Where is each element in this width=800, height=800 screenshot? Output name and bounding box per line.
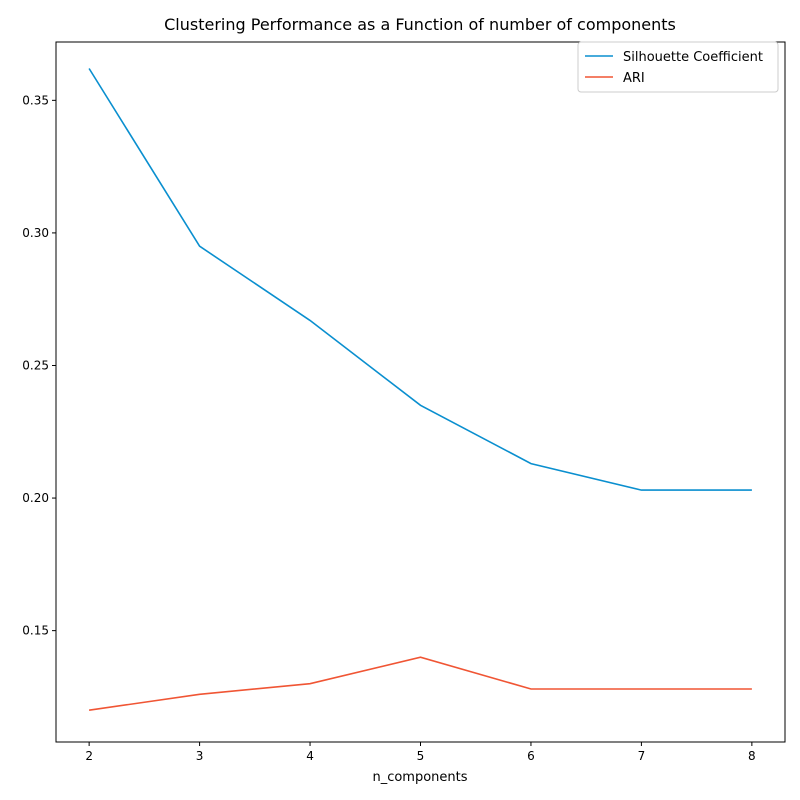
y-axis: 0.15 0.20 0.25 0.30 0.35 bbox=[22, 93, 56, 638]
y-tick-label: 0.30 bbox=[22, 226, 49, 240]
legend: Silhouette Coefficient ARI bbox=[577, 41, 779, 93]
x-tick-label: 5 bbox=[417, 749, 425, 763]
legend-label-ari: ARI bbox=[623, 71, 645, 86]
x-axis-label: n_components bbox=[372, 770, 467, 785]
plot-area-frame bbox=[55, 41, 786, 743]
series-line-ari bbox=[88, 656, 752, 711]
x-tick-label: 7 bbox=[638, 749, 646, 763]
y-tick-label: 0.20 bbox=[22, 491, 49, 505]
y-tick-label: 0.15 bbox=[22, 624, 49, 638]
series-lines bbox=[88, 68, 752, 711]
chart-title: Clustering Performance as a Function of … bbox=[164, 15, 676, 34]
x-tick-label: 4 bbox=[306, 749, 314, 763]
series-line-silhouette bbox=[88, 68, 752, 491]
legend-label-silhouette: Silhouette Coefficient bbox=[623, 50, 763, 65]
x-tick-label: 2 bbox=[85, 749, 93, 763]
y-tick-label: 0.35 bbox=[22, 93, 49, 107]
x-tick-label: 8 bbox=[748, 749, 756, 763]
x-tick-label: 6 bbox=[527, 749, 535, 763]
y-tick-label: 0.25 bbox=[22, 358, 49, 372]
x-axis: 2 3 4 5 6 7 8 bbox=[85, 742, 756, 763]
x-tick-label: 3 bbox=[196, 749, 204, 763]
legend-box bbox=[577, 41, 779, 93]
